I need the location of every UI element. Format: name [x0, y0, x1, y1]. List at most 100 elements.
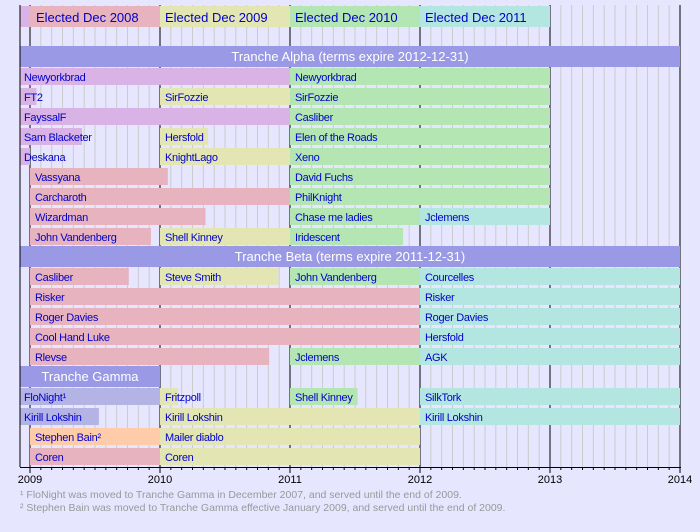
member-bar — [160, 408, 420, 425]
member-label: FloNight¹ — [24, 392, 67, 404]
x-tick-label: 2014 — [668, 474, 692, 486]
member-label: Newyorkbrad — [295, 72, 357, 84]
legend-label: Elected Dec 2010 — [295, 10, 398, 25]
member-bar — [30, 308, 420, 325]
member-bar — [160, 388, 179, 405]
tranche-band — [20, 246, 680, 267]
x-tick-label: 2009 — [18, 474, 42, 486]
member-bar — [160, 128, 209, 145]
legend-label: Elected Dec 2011 — [425, 10, 527, 25]
member-bar — [160, 428, 420, 445]
member-bar — [290, 88, 550, 105]
member-bar — [290, 168, 550, 185]
member-bar — [30, 288, 420, 305]
member-bar — [30, 208, 206, 225]
member-bar — [30, 268, 129, 285]
member-bar — [420, 208, 550, 225]
member-bar — [160, 268, 279, 285]
member-label: AGK — [425, 352, 448, 364]
member-bar — [290, 68, 550, 85]
member-label: Roger Davies — [35, 312, 99, 324]
member-label: FayssalF — [24, 112, 67, 124]
member-label: Kirill Lokshin — [24, 412, 82, 424]
member-label: Deskana — [24, 152, 66, 164]
member-label: SirFozzie — [165, 92, 208, 104]
member-label: Mailer diablo — [165, 432, 224, 444]
legend-label: Elected Dec 2008 — [36, 10, 139, 25]
x-tick-label: 2011 — [278, 474, 302, 486]
member-bar — [30, 228, 151, 245]
member-label: Hersfold — [425, 332, 464, 344]
member-bar — [420, 348, 680, 365]
legend-bar — [290, 6, 420, 27]
member-bar — [19, 68, 290, 85]
member-label: Shell Kinney — [295, 392, 353, 404]
member-bar — [160, 148, 290, 165]
member-bar — [420, 408, 680, 425]
member-label: Chase me ladies — [295, 212, 373, 224]
member-bar — [19, 88, 37, 105]
member-label: David Fuchs — [295, 172, 354, 184]
member-bar — [30, 188, 290, 205]
member-label: KnightLago — [165, 152, 218, 164]
tranche-title: Tranche Gamma — [41, 369, 139, 384]
legend-label: Elected Dec 2009 — [165, 10, 268, 25]
tranche-band — [20, 366, 160, 387]
member-bar — [420, 328, 680, 345]
legend-bar — [420, 6, 550, 27]
member-bar — [290, 188, 550, 205]
member-label: Carcharoth — [35, 192, 87, 204]
member-label: Xeno — [295, 152, 320, 164]
member-bar — [290, 348, 420, 365]
member-label: Courcelles — [425, 272, 475, 284]
member-bar — [30, 328, 420, 345]
member-label: SilkTork — [425, 392, 462, 404]
footnote: ¹ FloNight was moved to Tranche Gamma in… — [20, 489, 462, 501]
member-label: Coren — [35, 452, 64, 464]
member-bar — [160, 88, 290, 105]
member-label: Cool Hand Luke — [35, 332, 110, 344]
member-bar — [30, 428, 160, 445]
member-bar — [420, 288, 680, 305]
member-label: PhilKnight — [295, 192, 342, 204]
x-tick-label: 2013 — [538, 474, 562, 486]
member-bar — [420, 308, 680, 325]
legend-bar — [160, 6, 290, 27]
legend-bar — [20, 6, 30, 27]
member-label: Elen of the Roads — [295, 132, 378, 144]
member-bar — [420, 388, 680, 405]
member-bar — [19, 388, 160, 405]
legend-bar — [30, 6, 160, 27]
member-bar — [420, 268, 680, 285]
member-bar — [290, 228, 404, 245]
member-label: Risker — [425, 292, 455, 304]
member-label: FT2 — [24, 92, 43, 104]
member-label: Iridescent — [295, 232, 340, 244]
member-label: John Vandenberg — [295, 272, 377, 284]
member-label: Jclemens — [425, 212, 470, 224]
member-bar — [290, 148, 550, 165]
member-label: Casliber — [35, 272, 74, 284]
x-tick-label: 2010 — [148, 474, 172, 486]
member-bar — [290, 208, 420, 225]
member-label: SirFozzie — [295, 92, 338, 104]
member-label: Stephen Bain² — [35, 432, 101, 444]
member-bar — [30, 348, 270, 365]
member-label: Sam Blacketer — [24, 132, 92, 144]
member-bar — [19, 148, 30, 165]
tranche-title: Tranche Alpha (terms expire 2012-12-31) — [231, 49, 468, 64]
tranche-band — [20, 46, 680, 67]
member-bar — [290, 268, 420, 285]
member-bar — [290, 388, 358, 405]
member-label: Casliber — [295, 112, 334, 124]
member-bar — [160, 228, 290, 245]
member-label: Coren — [165, 452, 194, 464]
member-bar — [30, 168, 168, 185]
member-label: John Vandenberg — [35, 232, 117, 244]
member-bar — [290, 128, 550, 145]
member-label: Risker — [35, 292, 65, 304]
member-label: Jclemens — [295, 352, 340, 364]
x-tick-label: 2012 — [408, 474, 432, 486]
member-label: Wizardman — [35, 212, 88, 224]
